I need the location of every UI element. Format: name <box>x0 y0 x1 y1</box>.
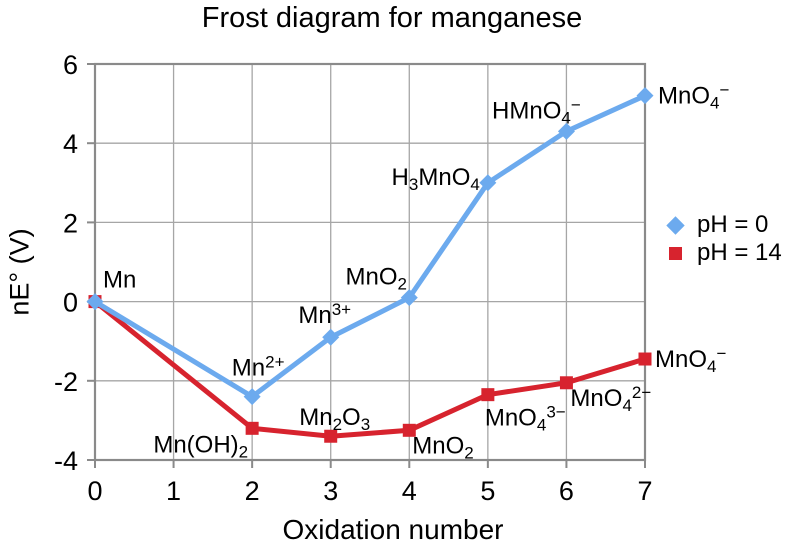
data-point-marker <box>402 423 416 437</box>
x-tick-label: 7 <box>637 476 652 506</box>
x-tick-label: 2 <box>245 476 260 506</box>
point-label: Mn(OH)2 <box>153 431 248 461</box>
point-label: HMnO4− <box>492 95 581 127</box>
y-axis-label: nE° (V) <box>4 228 35 316</box>
y-tick-label: 6 <box>63 50 78 80</box>
point-label: MnO43− <box>485 403 566 435</box>
chart-legend: pH = 0 pH = 14 <box>665 211 782 267</box>
square-marker-icon <box>666 244 684 262</box>
point-label: MnO4− <box>655 344 726 376</box>
data-point-marker <box>557 122 575 140</box>
point-label: Mn2+ <box>232 353 285 382</box>
point-label: Mn2O3 <box>299 404 370 434</box>
legend-item-ph0: pH = 0 <box>665 211 782 239</box>
point-label: Mn3+ <box>298 300 351 329</box>
y-tick-label: -2 <box>54 367 78 397</box>
point-label: Mn <box>103 267 136 294</box>
x-tick-label: 5 <box>480 476 495 506</box>
plot-border <box>93 62 647 462</box>
point-label: MnO2 <box>412 432 473 462</box>
data-point-marker <box>636 87 654 105</box>
data-point-marker <box>322 328 340 346</box>
data-point-marker <box>481 388 495 402</box>
data-point-marker <box>86 293 104 311</box>
diamond-marker-icon <box>665 215 685 235</box>
y-tick-label: 0 <box>63 288 78 318</box>
x-tick-label: 0 <box>87 476 102 506</box>
data-point-marker <box>243 388 261 406</box>
point-label: MnO4− <box>658 81 729 113</box>
x-tick-label: 6 <box>559 476 574 506</box>
data-point-marker <box>479 174 497 192</box>
y-tick-label: 4 <box>63 129 78 159</box>
data-point-marker <box>400 289 418 307</box>
x-axis-label: Oxidation number <box>282 514 504 545</box>
data-point-marker <box>559 376 573 390</box>
point-label: MnO2 <box>346 264 407 294</box>
chart-title: Frost diagram for manganese <box>201 2 583 34</box>
x-tick-label: 1 <box>166 476 181 506</box>
data-point-marker <box>638 352 652 366</box>
data-point-marker <box>324 429 338 443</box>
series-line <box>92 93 648 400</box>
data-point-marker <box>245 421 259 435</box>
y-tick-label: 2 <box>63 208 78 238</box>
legend-item-ph14: pH = 14 <box>666 239 782 267</box>
x-tick-label: 3 <box>323 476 338 506</box>
legend-label-ph14: pH = 14 <box>697 239 782 266</box>
point-label: MnO42− <box>570 383 651 415</box>
legend-label-ph0: pH = 0 <box>697 211 769 238</box>
y-tick-label: -4 <box>54 446 78 476</box>
x-tick-label: 4 <box>402 476 417 506</box>
point-label: H3MnO4 <box>392 164 480 194</box>
